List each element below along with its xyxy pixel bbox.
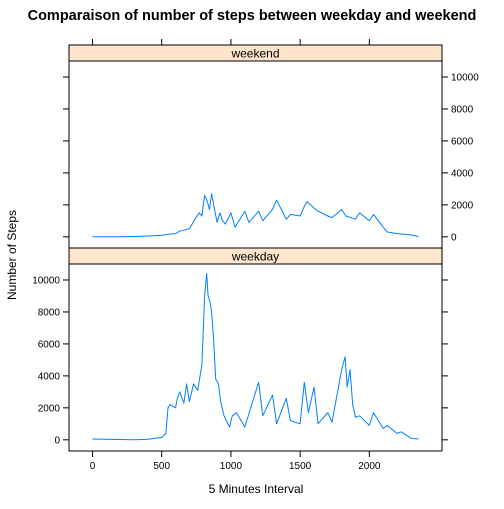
plot-frame-weekend bbox=[69, 61, 442, 248]
y-tick-label-weekday-10000: 10000 bbox=[32, 275, 60, 286]
panel-weekend: weekend 0 2000 4000 6000 8000 10000 bbox=[63, 45, 479, 248]
x-axis-label: 5 Minutes Interval bbox=[209, 482, 304, 496]
x-tick-label-1000: 1000 bbox=[220, 461, 243, 472]
x-tick-label-2000: 2000 bbox=[358, 461, 381, 472]
panel-weekday: weekday 0 2000 4000 6000 8000 10000 bbox=[32, 248, 448, 451]
y-tick-label-weekday-4000: 4000 bbox=[38, 371, 61, 382]
y-tick-label-weekday-0: 0 bbox=[54, 435, 60, 446]
strip-label-weekend: weekend bbox=[230, 47, 279, 61]
y-tick-label-weekend-6000: 6000 bbox=[451, 136, 474, 147]
x-tick-label-0: 0 bbox=[90, 461, 96, 472]
y-tick-label-weekday-2000: 2000 bbox=[38, 403, 61, 414]
panels: weekend 0 2000 4000 6000 8000 10000 weekday 0 200… bbox=[32, 45, 479, 451]
x-tick-label-1500: 1500 bbox=[289, 461, 312, 472]
strip-label-weekday: weekday bbox=[231, 250, 279, 264]
x-tick-label-500: 500 bbox=[153, 461, 170, 472]
chart-title: Comparaison of number of steps between w… bbox=[28, 8, 477, 24]
y-tick-label-weekday-6000: 6000 bbox=[38, 339, 61, 350]
y-tick-label-weekday-8000: 8000 bbox=[38, 307, 61, 318]
series-line-weekend bbox=[93, 194, 419, 237]
y-tick-label-weekend-10000: 10000 bbox=[451, 72, 479, 83]
y-axis-label: Number of Steps bbox=[5, 210, 19, 300]
series-line-weekday bbox=[93, 274, 419, 440]
y-tick-label-weekend-4000: 4000 bbox=[451, 168, 474, 179]
plot-frame-weekday bbox=[69, 264, 442, 451]
y-tick-label-weekend-0: 0 bbox=[451, 232, 457, 243]
y-tick-label-weekend-2000: 2000 bbox=[451, 200, 474, 211]
y-tick-label-weekend-8000: 8000 bbox=[451, 104, 474, 115]
